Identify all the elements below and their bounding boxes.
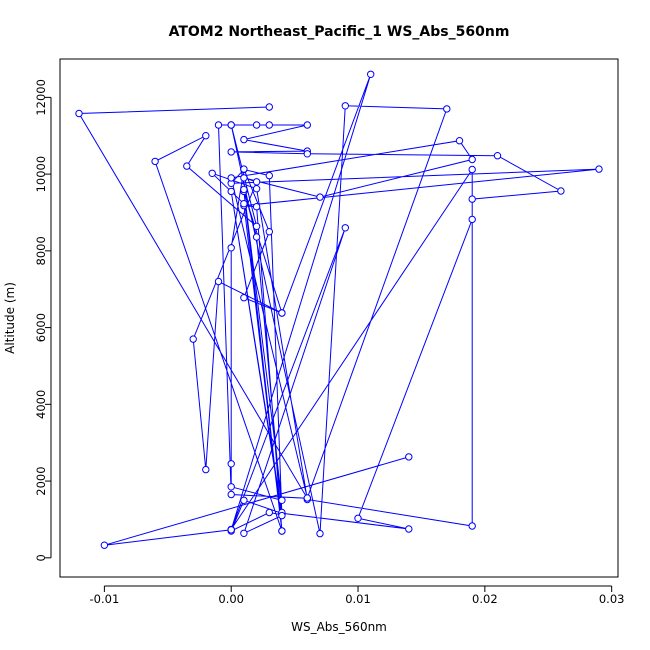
y-tick-label: 4000: [34, 390, 48, 419]
y-tick-label: 2000: [34, 466, 48, 495]
data-point: [252, 178, 261, 186]
series-line: [78, 74, 600, 546]
data-point: [252, 203, 261, 211]
data-point: [455, 137, 464, 145]
data-point: [252, 121, 261, 129]
data-point: [303, 121, 311, 129]
data-point: [227, 526, 235, 534]
data-point: [227, 490, 235, 499]
data-point: [367, 70, 375, 79]
data-point: [265, 171, 273, 180]
data-point: [265, 228, 273, 236]
data-point: [214, 277, 223, 286]
data-point: [208, 169, 216, 178]
data-point: [341, 102, 349, 110]
data-point: [443, 105, 451, 113]
x-tick-label: 0.02: [472, 592, 498, 606]
data-point: [468, 215, 476, 224]
data-point: [354, 514, 362, 522]
data-point: [100, 541, 109, 549]
data-point: [183, 162, 191, 170]
data-point: [341, 224, 349, 232]
y-axis: 0 2000 4000 6000 8000 10000 12000: [34, 79, 52, 561]
data-point: [227, 121, 235, 129]
data-point: [240, 496, 248, 504]
data-point: [240, 165, 248, 173]
data-point: [557, 187, 565, 195]
data-point: [303, 494, 311, 502]
y-tick-label: 10000: [34, 156, 48, 193]
y-tick-label: 8000: [34, 236, 48, 265]
data-point: [468, 522, 476, 530]
x-axis-label: WS_Abs_560nm: [291, 620, 387, 634]
data-point: [278, 511, 286, 520]
data-point: [240, 294, 248, 302]
data-point: [240, 135, 248, 144]
data-point: [202, 465, 210, 474]
data-point: [227, 148, 235, 156]
data-point: [316, 529, 324, 538]
data-point: [189, 335, 197, 343]
data-point: [278, 309, 286, 317]
data-point: [252, 233, 261, 241]
data-point: [227, 174, 235, 182]
x-axis: -0.01 0.00 0.01 0.02 0.03: [90, 585, 625, 606]
data-point: [468, 165, 476, 174]
data-point: [202, 132, 210, 140]
data-point: [227, 460, 235, 468]
data-point: [240, 529, 248, 537]
data-point: [227, 244, 235, 252]
data-point: [265, 508, 273, 517]
data-point: [214, 121, 223, 129]
data-point: [278, 496, 286, 504]
data-point: [75, 109, 83, 118]
data-point: [227, 483, 235, 491]
data-point: [252, 222, 261, 231]
data-point: [468, 195, 476, 203]
data-point: [240, 200, 248, 208]
x-tick-label: 0.03: [599, 592, 625, 606]
data-point: [240, 185, 248, 194]
data-point: [278, 527, 286, 535]
data-point: [227, 187, 235, 196]
y-axis-label: Altitude (m): [3, 282, 17, 354]
data-point: [303, 150, 311, 158]
data-point: [595, 165, 603, 173]
y-tick-label: 12000: [34, 79, 48, 116]
data-point: [405, 525, 413, 533]
x-tick-label: -0.01: [90, 592, 120, 606]
x-tick-label: 0.00: [218, 592, 244, 606]
data-point: [240, 174, 248, 182]
data-point: [151, 157, 159, 166]
y-tick-label: 0: [34, 554, 48, 561]
data-point: [316, 193, 324, 201]
data-point: [405, 453, 413, 461]
series-layer: [75, 70, 603, 549]
data-point: [252, 185, 261, 193]
data-point: [468, 155, 476, 164]
data-point: [265, 103, 273, 111]
chart-title: ATOM2 Northeast_Pacific_1 WS_Abs_560nm: [169, 24, 510, 40]
data-point: [493, 152, 502, 160]
data-point: [265, 121, 273, 129]
y-tick-label: 6000: [34, 313, 48, 342]
plot-frame: [59, 58, 619, 578]
x-tick-label: 0.01: [345, 592, 371, 606]
